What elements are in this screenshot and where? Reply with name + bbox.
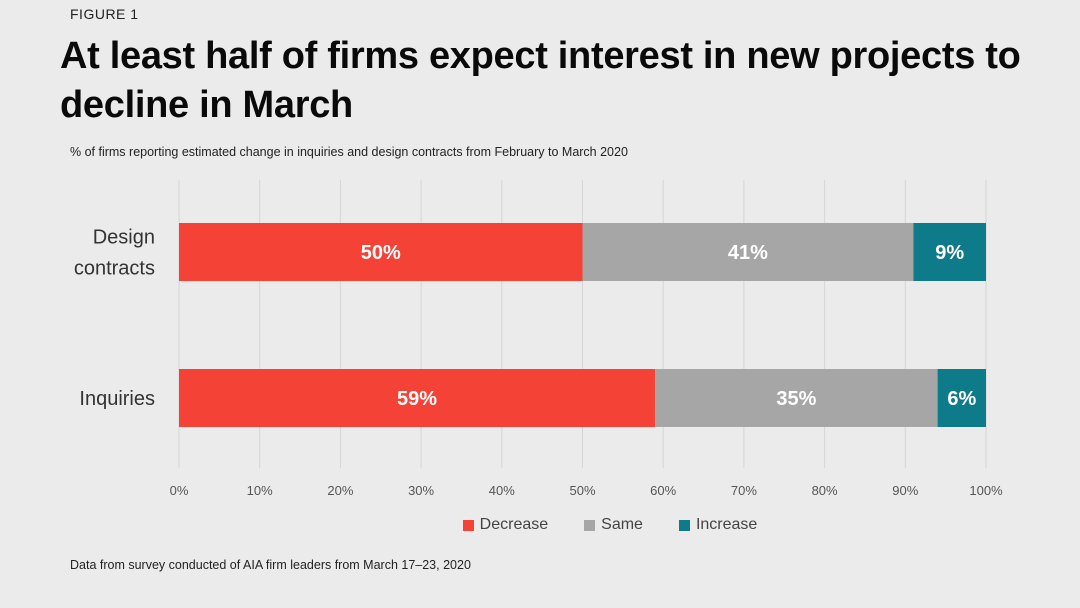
- x-tick-label: 90%: [892, 483, 918, 498]
- bar-increase: [937, 369, 986, 427]
- labels: 0% 10% 20% 30% 40% 50% 60% 70% 80% 90% 100% Design c…: [74, 227, 1003, 499]
- data-label: 9%: [935, 242, 964, 264]
- data-label: 59%: [397, 388, 437, 410]
- legend-item-decrease: Decrease: [462, 516, 549, 534]
- x-tick-label: 70%: [731, 483, 757, 498]
- legend-label-increase: Increase: [695, 516, 758, 533]
- chart-title: At least half of firms expect interest i…: [60, 35, 1021, 126]
- x-tick-label: 60%: [650, 483, 676, 498]
- x-tick-label: 0%: [170, 483, 189, 498]
- legend-swatch-increase: [678, 519, 690, 531]
- data-label: 35%: [776, 388, 816, 410]
- x-tick-label: 30%: [408, 483, 434, 498]
- bar-increase: [913, 223, 986, 281]
- bar-same: [655, 369, 938, 427]
- x-tick-label: 100%: [969, 483, 1003, 498]
- x-tick-label: 40%: [489, 483, 515, 498]
- bar-same: [582, 223, 914, 281]
- data-label: 41%: [728, 242, 768, 264]
- x-tick-label: 10%: [247, 483, 273, 498]
- legend-swatch-decrease: [462, 519, 474, 531]
- data-label: 6%: [947, 388, 976, 410]
- legend-label-decrease: Decrease: [479, 516, 549, 533]
- x-tick-label: 50%: [569, 483, 595, 498]
- x-tick-label: 80%: [812, 483, 838, 498]
- legend-swatch-same: [584, 519, 596, 531]
- figure-label: FIGURE 1: [70, 6, 139, 22]
- data-label: 50%: [361, 242, 401, 264]
- footnote: Data from survey conducted of AIA firm l…: [70, 558, 471, 572]
- legend-item-increase: Increase: [678, 516, 758, 534]
- legend-label-same: Same: [601, 516, 643, 533]
- bars: [179, 223, 986, 427]
- bar-decrease: [179, 223, 583, 281]
- chart-subtitle: % of firms reporting estimated change in…: [70, 145, 628, 159]
- category-label: Inquiries: [79, 388, 155, 410]
- bar-decrease: [179, 369, 656, 427]
- category-label: Design: [93, 227, 155, 249]
- category-label: contracts: [74, 258, 155, 280]
- legend: Decrease Same Increase: [70, 516, 1080, 534]
- x-tick-label: 20%: [327, 483, 353, 498]
- legend-item-same: Same: [584, 516, 643, 534]
